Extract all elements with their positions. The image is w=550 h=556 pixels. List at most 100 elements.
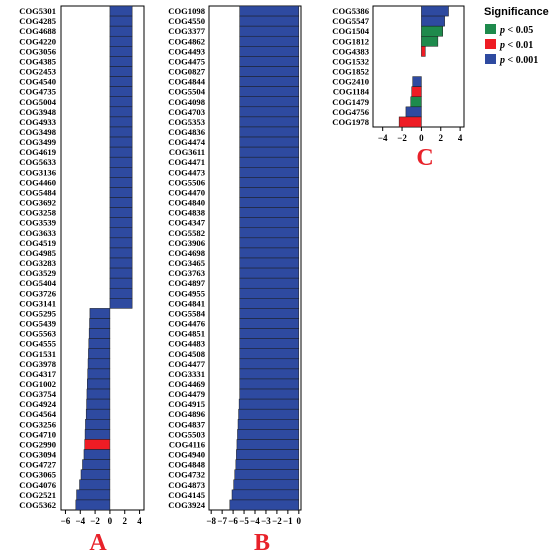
category-label-a: COG4735	[19, 87, 56, 97]
bar-a-cog4385	[109, 56, 133, 67]
category-label-a: COG3948	[19, 107, 56, 117]
category-label-a: COG3094	[19, 450, 56, 460]
category-label-b: COG3465	[168, 258, 205, 268]
tick-label-c: −2	[397, 133, 407, 143]
bar-c-cog1978	[398, 116, 422, 128]
category-label-a: COG3256	[19, 419, 56, 429]
legend-label-p001: p < 0.01	[499, 40, 533, 51]
category-label-b: COG4473	[168, 167, 205, 177]
category-label-a: COG4933	[19, 117, 56, 127]
category-label-a: COG4924	[19, 399, 56, 409]
bar-a-cog4540	[109, 76, 133, 87]
category-label-a: COG3539	[19, 218, 56, 228]
bar-b-cog4848	[235, 459, 300, 470]
category-label-a: COG3692	[19, 198, 56, 208]
tick-label-b: −8	[206, 516, 216, 526]
category-label-b: COG5504	[168, 87, 205, 97]
category-label-a: COG5404	[19, 278, 56, 288]
category-label-b: COG4896	[168, 409, 205, 419]
tick-label-a: 0	[108, 516, 113, 526]
bar-c-cog4756	[405, 106, 422, 118]
category-label-a: COG2453	[19, 67, 56, 77]
bar-a-cog5484	[109, 187, 133, 198]
category-label-b: COG4840	[168, 198, 205, 208]
bar-b-cog4698	[239, 247, 300, 259]
bar-a-cog3256	[85, 419, 111, 430]
category-label-b: COG3331	[168, 369, 205, 379]
bar-b-cog4476	[239, 318, 300, 329]
bar-a-cog1002	[87, 378, 111, 390]
category-label-a: COG3633	[19, 228, 56, 238]
bar-a-cog2453	[109, 66, 133, 77]
category-label-a: COG5362	[19, 500, 56, 510]
bar-b-cog4955	[239, 287, 300, 299]
tick-label-b: −5	[239, 516, 249, 526]
bar-b-cog5503	[237, 429, 300, 440]
category-label-b: COG3377	[168, 26, 205, 36]
category-label-b: COG4477	[168, 359, 205, 369]
category-label-c: COG2410	[332, 77, 369, 87]
bar-c-cog2410	[412, 76, 422, 87]
bar-b-cog5584	[239, 308, 300, 319]
panel-b: COG1098COG4550COG3377COG4862COG4493COG44…	[168, 5, 302, 526]
bar-b-cog5353	[239, 116, 300, 128]
tick-label-b: −4	[250, 516, 260, 526]
bar-b-cog4940	[236, 449, 300, 460]
category-label-a: COG5563	[19, 329, 56, 339]
category-label-b: COG5584	[168, 308, 205, 318]
category-label-b: COG4940	[168, 450, 205, 460]
category-label-a: COG4076	[19, 480, 56, 490]
bar-a-cog4317	[87, 368, 111, 380]
category-label-a: COG4385	[19, 56, 56, 66]
category-label-b: COG4841	[168, 298, 205, 308]
category-label-b: COG4483	[168, 339, 205, 349]
bar-a-cog5404	[109, 277, 133, 289]
tick-label-b: −2	[272, 516, 282, 526]
category-label-b: COG4732	[168, 470, 205, 480]
bar-a-cog4735	[109, 86, 133, 97]
bar-b-cog4145	[231, 489, 300, 501]
bar-a-cog5301	[109, 5, 133, 17]
category-label-b: COG4698	[168, 248, 205, 258]
bar-b-cog4116	[236, 439, 300, 450]
panel-letter-c: C	[416, 145, 433, 171]
category-label-a: COG3141	[19, 298, 56, 308]
bar-a-cog5295	[89, 308, 111, 319]
legend-swatch-p0001	[485, 54, 496, 64]
bar-c-cog5547	[421, 15, 445, 27]
category-label-c: COG1812	[332, 36, 369, 46]
bar-a-cog3948	[109, 106, 133, 118]
bar-c-cog1812	[421, 36, 439, 47]
bar-a-cog4619	[109, 146, 133, 158]
bar-c-cog5386	[421, 5, 449, 17]
bar-a-cog3529	[109, 267, 133, 279]
bar-a-cog3136	[109, 167, 133, 178]
category-label-c: COG1184	[333, 87, 370, 97]
category-label-a: COG3056	[19, 46, 56, 56]
bar-a-cog4710	[84, 429, 111, 440]
tick-label-c: 2	[439, 133, 444, 143]
category-label-b: COG4471	[168, 157, 205, 167]
category-label-a: COG1531	[19, 349, 56, 359]
bar-b-cog1098	[239, 5, 300, 17]
category-label-a: COG5004	[19, 97, 56, 107]
bar-a-cog3633	[109, 227, 133, 239]
bar-b-cog4473	[239, 167, 300, 178]
bar-a-cog3692	[109, 197, 133, 208]
bar-a-cog5439	[89, 318, 111, 329]
tick-label-b: −6	[228, 516, 238, 526]
category-label-b: COG5506	[168, 177, 205, 187]
category-label-b: COG4493	[168, 46, 205, 56]
category-label-a: COG4619	[19, 147, 56, 157]
bar-a-cog4564	[85, 408, 111, 420]
category-label-a: COG4519	[19, 238, 56, 248]
category-label-a: COG2990	[19, 439, 56, 449]
category-label-b: COG4838	[168, 208, 205, 218]
category-label-a: COG4985	[19, 248, 56, 258]
bar-b-cog4493	[239, 46, 300, 57]
bar-b-cog4840	[239, 197, 300, 208]
tick-label-a: −6	[61, 516, 71, 526]
category-label-b: COG4955	[168, 288, 205, 298]
bar-b-cog4347	[239, 217, 300, 229]
bar-a-cog3726	[109, 287, 133, 299]
